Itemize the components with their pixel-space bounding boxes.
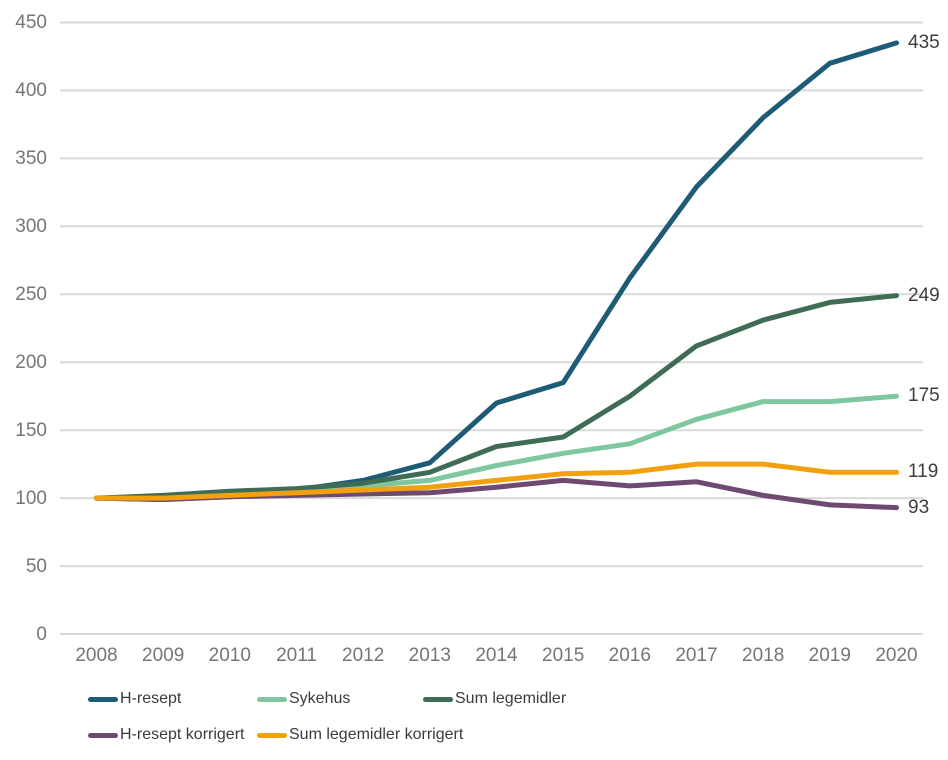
end-label-sum-legemidler-korrigert: 119: [908, 461, 939, 483]
y-axis-tick-label: 300: [15, 215, 47, 237]
x-axis-tick-label: 2020: [875, 645, 918, 666]
legend-swatch-sykehus: [257, 696, 287, 702]
legend-swatch-sum-legemidler-korrigert: [257, 732, 287, 738]
legend-label: H-resept: [120, 690, 182, 707]
y-axis-tick-label: 100: [15, 487, 47, 509]
end-label-h-resept-korrigert: 93: [908, 496, 930, 518]
legend-label: Sum legemidler: [455, 690, 567, 707]
end-label-h-resept: 435: [908, 31, 940, 53]
x-axis-tick-label: 2014: [475, 645, 518, 666]
x-axis-tick-label: 2008: [75, 645, 118, 666]
legend-item-h-resept: H-resept: [88, 689, 181, 709]
y-axis-tick-label: 0: [36, 623, 47, 645]
y-axis-tick-label: 250: [15, 283, 47, 305]
series-line-sum-legemidler-korrigert: [94, 461, 899, 501]
x-axis-tick-label: 2012: [342, 645, 385, 666]
x-axis-tick-label: 2011: [276, 645, 317, 666]
legend-swatch-h-resept: [88, 696, 118, 702]
x-axis-tick-label: 2010: [208, 645, 251, 666]
legend-item-sum-legemidler: Sum legemidler: [423, 689, 566, 709]
end-label-sykehus: 175: [908, 385, 940, 407]
legend-swatch-sum-legemidler: [423, 696, 453, 702]
legend-label: Sykehus: [289, 690, 351, 707]
x-axis-tick-label: 2016: [608, 645, 651, 666]
x-axis-tick-label: 2009: [142, 645, 185, 666]
y-axis-tick-label: 400: [15, 79, 47, 101]
legend-item-h-resept-korrigert: H-resept korrigert: [88, 725, 244, 745]
y-axis-tick-label: 150: [15, 419, 47, 441]
end-label-sum-legemidler: 249: [908, 284, 940, 306]
x-axis-tick-label: 2019: [808, 645, 851, 666]
legend-item-sykehus: Sykehus: [257, 689, 350, 709]
y-axis-tick-label: 450: [15, 12, 47, 33]
x-axis-tick-label: 2017: [675, 645, 718, 666]
x-axis-tick-label: 2015: [542, 645, 585, 666]
y-axis-tick-label: 200: [15, 351, 47, 373]
x-axis-tick-label: 2013: [408, 645, 451, 666]
x-axis-tick-label: 2018: [742, 645, 785, 666]
legend-label: H-resept korrigert: [120, 726, 245, 743]
y-axis-tick-label: 350: [15, 147, 47, 169]
legend-item-sum-legemidler-korrigert: Sum legemidler korrigert: [257, 725, 463, 745]
series-line-sum-legemidler: [94, 293, 899, 501]
legend-label: Sum legemidler korrigert: [289, 726, 464, 743]
legend-swatch-h-resept-korrigert: [88, 732, 118, 738]
y-axis-tick-label: 50: [25, 555, 47, 577]
